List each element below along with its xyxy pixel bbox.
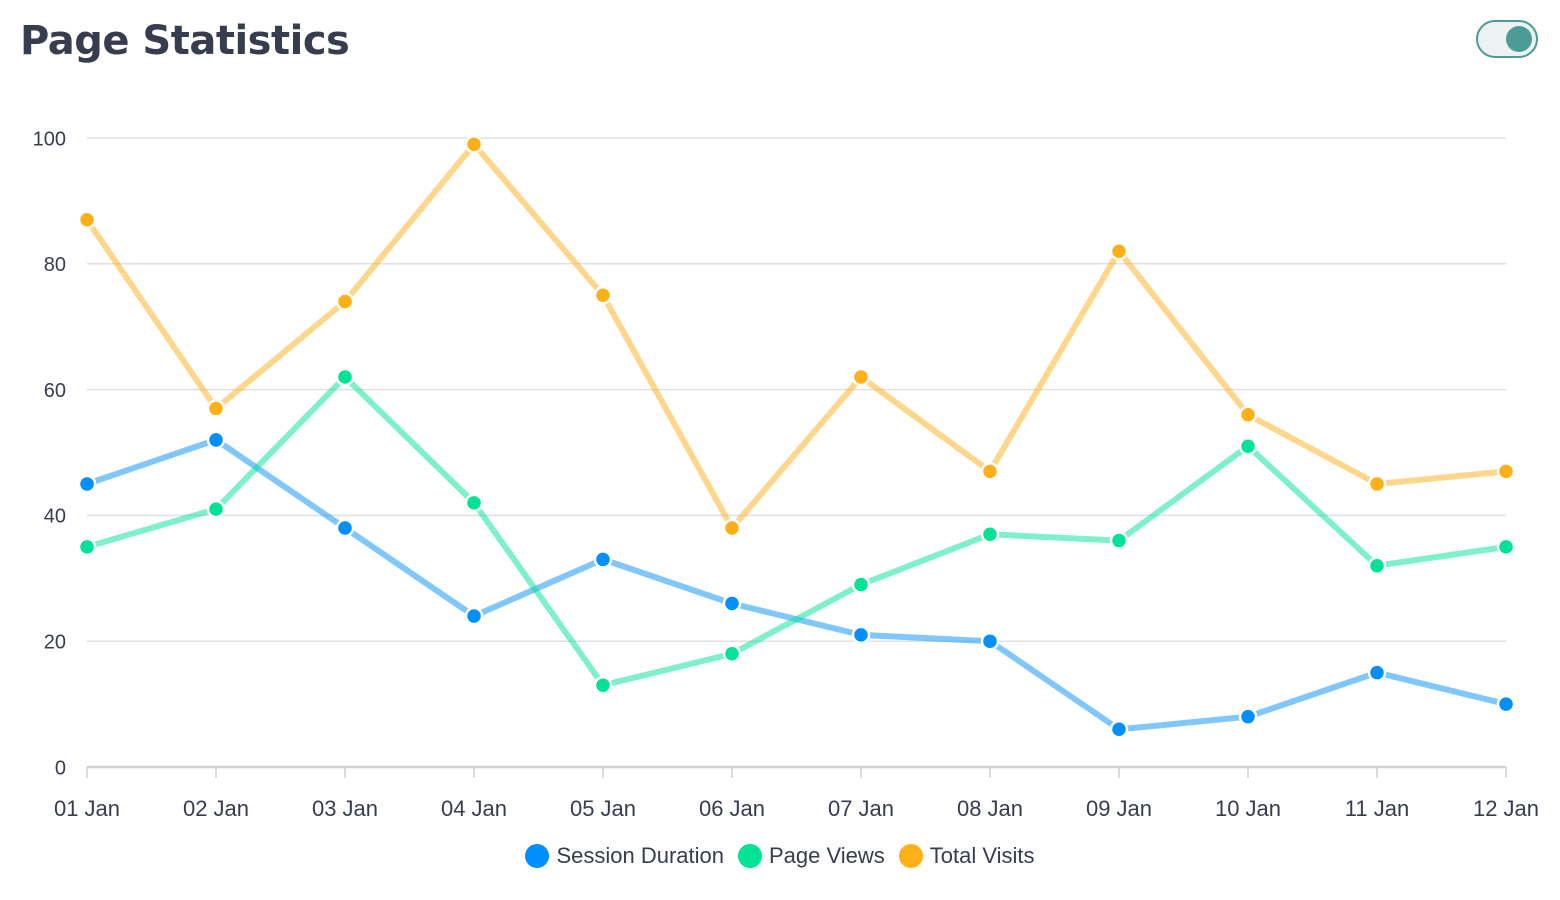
series-line-session-duration — [84, 436, 1509, 733]
data-point-session-duration — [1238, 707, 1258, 726]
data-point-session-duration — [722, 594, 742, 613]
y-tick-label: 20 — [44, 631, 66, 653]
legend-marker — [525, 844, 550, 868]
x-tick-label: 02 Jan — [183, 796, 249, 821]
legend-item-total-visits[interactable]: Total Visits — [898, 843, 1035, 869]
data-point-session-duration — [464, 606, 484, 626]
data-point-total-visits — [1367, 474, 1387, 494]
x-tick-label: 05 Jan — [570, 796, 636, 821]
legend-marker — [738, 844, 762, 868]
data-point-page-views — [1238, 436, 1258, 456]
data-point-page-views — [335, 367, 355, 387]
series-lines — [84, 141, 1509, 733]
x-tick-label: 12 Jan — [1473, 796, 1539, 821]
data-point-page-views — [1496, 537, 1516, 557]
data-point-total-visits — [1238, 405, 1258, 425]
data-point-total-visits — [1496, 462, 1516, 481]
x-tick-label: 10 Jan — [1215, 796, 1281, 821]
x-tick-label: 09 Jan — [1086, 796, 1152, 821]
series-markers — [77, 135, 1516, 739]
data-point-page-views — [722, 644, 742, 664]
data-point-session-duration — [980, 631, 1000, 651]
data-point-total-visits — [1109, 241, 1129, 261]
y-tick-label: 0 — [55, 757, 66, 779]
y-axis-labels: 0 20 40 60 80 100 — [33, 128, 66, 779]
data-point-page-views — [1109, 531, 1129, 550]
data-point-session-duration — [335, 518, 355, 538]
grid-lines — [87, 137, 1506, 642]
page-title: Page Statistics — [20, 18, 350, 64]
x-tick-label: 06 Jan — [699, 796, 765, 821]
legend-label: Session Duration — [556, 843, 724, 868]
data-point-page-views — [851, 575, 871, 594]
chart-legend: Session Duration Page Views Total Visits — [0, 843, 1560, 869]
data-point-total-visits — [980, 462, 1000, 481]
series-line-page-views — [84, 374, 1509, 689]
legend-label: Page Views — [769, 843, 885, 868]
x-axis-labels: 01 Jan 02 Jan 03 Jan 04 Jan 05 Jan 06 Jan 07 J… — [54, 796, 1539, 821]
legend-marker — [898, 844, 923, 868]
data-point-session-duration — [1109, 720, 1129, 739]
legend-item-session-duration[interactable]: Session Duration — [525, 843, 724, 869]
x-tick-label: 01 Jan — [54, 796, 120, 821]
data-point-session-duration — [1367, 663, 1387, 682]
x-tick-label: 07 Jan — [828, 796, 894, 821]
y-tick-label: 60 — [44, 380, 66, 402]
data-point-session-duration — [851, 625, 871, 645]
data-point-total-visits — [206, 399, 226, 418]
data-point-page-views — [1367, 556, 1387, 575]
x-axis — [86, 765, 1507, 778]
data-point-page-views — [980, 525, 1000, 544]
data-point-total-visits — [77, 210, 97, 230]
data-point-total-visits — [722, 518, 742, 538]
data-point-page-views — [206, 499, 226, 519]
data-point-total-visits — [335, 292, 355, 311]
series-line-total-visits — [84, 141, 1509, 531]
data-point-page-views — [593, 675, 613, 695]
x-tick-label: 08 Jan — [957, 796, 1023, 821]
data-point-session-duration — [593, 550, 613, 569]
y-tick-label: 80 — [44, 254, 66, 276]
y-tick-label: 100 — [33, 128, 66, 150]
data-point-page-views — [464, 493, 484, 513]
data-point-session-duration — [1496, 694, 1516, 714]
x-tick-label: 04 Jan — [441, 796, 507, 821]
x-tick-label: 03 Jan — [312, 796, 378, 821]
legend-label: Total Visits — [929, 843, 1035, 868]
legend-item-page-views[interactable]: Page Views — [738, 843, 885, 869]
data-point-session-duration — [77, 474, 97, 494]
data-point-page-views — [77, 537, 97, 557]
data-point-total-visits — [464, 135, 484, 154]
data-point-total-visits — [593, 286, 613, 305]
data-point-total-visits — [851, 367, 871, 387]
toggle-knob — [1506, 26, 1532, 52]
x-tick-label: 11 Jan — [1345, 796, 1409, 821]
view-toggle[interactable] — [1476, 20, 1538, 58]
y-tick-label: 40 — [44, 506, 66, 528]
data-point-session-duration — [206, 430, 226, 450]
